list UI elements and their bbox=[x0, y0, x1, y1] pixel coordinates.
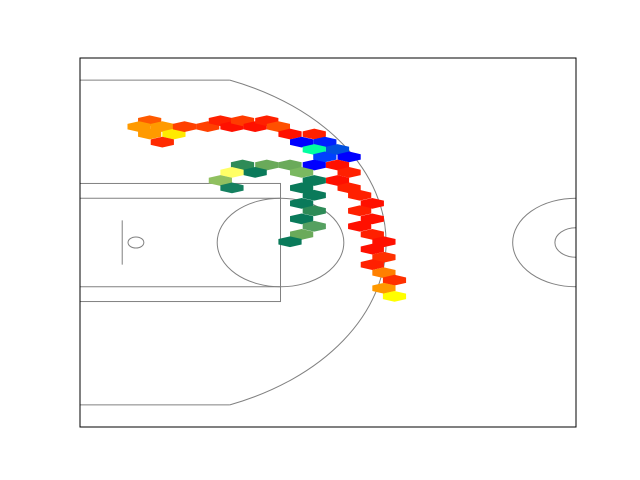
hexbin bbox=[348, 205, 372, 217]
hexbin bbox=[243, 166, 267, 178]
hexbin bbox=[348, 220, 372, 232]
hexbin bbox=[325, 144, 350, 155]
hexbin bbox=[230, 159, 255, 171]
hexbin bbox=[302, 159, 326, 171]
hexbin bbox=[325, 175, 350, 186]
hexbin bbox=[138, 128, 162, 140]
hexbin bbox=[372, 236, 396, 248]
hexbin bbox=[313, 136, 337, 148]
hexbin bbox=[360, 213, 384, 225]
hexbin bbox=[302, 175, 326, 186]
hexbin bbox=[302, 128, 326, 140]
hexbin bbox=[208, 175, 232, 186]
hexbin bbox=[150, 121, 174, 133]
hexbin bbox=[278, 128, 302, 140]
hexbin bbox=[255, 159, 279, 171]
hexbin bbox=[325, 159, 350, 171]
hexbin bbox=[372, 267, 396, 279]
hexbin bbox=[302, 205, 326, 217]
hexbin bbox=[290, 197, 314, 209]
hexbin bbox=[290, 136, 314, 148]
hexbin bbox=[348, 189, 372, 201]
hexbin bbox=[313, 151, 337, 163]
hexbin bbox=[337, 182, 361, 194]
hexbin bbox=[290, 166, 314, 178]
hexbin bbox=[372, 282, 396, 294]
hexbin bbox=[360, 197, 384, 209]
hexbin bbox=[372, 251, 396, 263]
hexbin bbox=[337, 166, 361, 178]
hexbin bbox=[278, 159, 302, 171]
hexbin bbox=[302, 220, 326, 232]
hexbin bbox=[290, 182, 314, 194]
hexbin bbox=[220, 166, 244, 178]
hexbin bbox=[360, 259, 384, 271]
hexbin bbox=[278, 236, 302, 248]
hexbin bbox=[337, 151, 361, 163]
hexbin bbox=[266, 121, 290, 133]
hexbin bbox=[150, 136, 174, 148]
hexbin bbox=[220, 182, 244, 194]
plot-frame bbox=[79, 57, 577, 428]
hexbins bbox=[127, 115, 407, 302]
hexbin bbox=[382, 290, 407, 302]
hexbin bbox=[127, 121, 151, 133]
hexbin bbox=[360, 243, 384, 255]
hexbin bbox=[290, 228, 314, 240]
hexbin bbox=[302, 189, 326, 201]
hoop bbox=[127, 236, 145, 249]
free-throw-circle bbox=[216, 197, 345, 288]
hexbin bbox=[162, 128, 186, 140]
hexbin bbox=[382, 274, 407, 286]
hexbin bbox=[360, 228, 384, 240]
hexbin bbox=[302, 144, 326, 155]
hexbin bbox=[172, 121, 197, 133]
hexbin bbox=[290, 213, 314, 225]
